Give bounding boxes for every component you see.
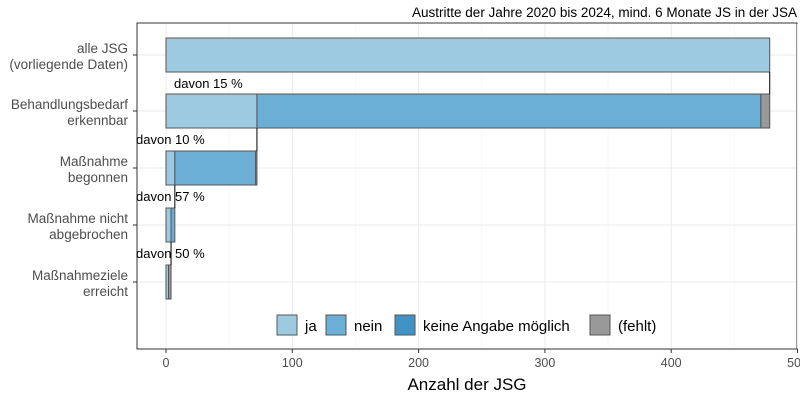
y-tick-label: Maßnahmeziele erreicht bbox=[32, 268, 128, 299]
legend-label: (fehlt) bbox=[618, 318, 656, 335]
bar-nein bbox=[170, 207, 176, 243]
legend-swatch bbox=[394, 314, 416, 336]
legend-swatch bbox=[325, 314, 347, 336]
bar-nein bbox=[256, 93, 762, 129]
legend-label: keine Angabe möglich bbox=[423, 318, 570, 335]
bar-ja bbox=[165, 150, 176, 186]
legend-swatch bbox=[589, 314, 611, 336]
y-tick-label: Behandlungsbedarf erkennbar bbox=[11, 97, 129, 128]
x-tick-label: 300 bbox=[534, 356, 555, 370]
bar-ja bbox=[165, 207, 172, 243]
y-tick-label: Maßnahme begonnen bbox=[60, 154, 128, 185]
bar-ja bbox=[165, 93, 258, 129]
legend-swatch bbox=[276, 314, 298, 336]
annotation-davon: davon 10 % bbox=[136, 132, 205, 147]
legend-label: ja bbox=[304, 318, 317, 335]
x-tick-label: 100 bbox=[282, 356, 303, 370]
x-tick-label: 0 bbox=[163, 356, 170, 370]
x-axis-label: Anzahl der JSG bbox=[407, 375, 526, 394]
annotation-davon: davon 15 % bbox=[174, 76, 243, 91]
chart-title: Austritte der Jahre 2020 bis 2024, mind.… bbox=[412, 5, 797, 20]
plot-panel bbox=[136, 22, 798, 350]
y-tick-label: alle JSG (vorliegende Daten) bbox=[9, 41, 128, 72]
bar--fehlt- bbox=[168, 264, 172, 300]
annotation-davon: davon 57 % bbox=[136, 189, 205, 204]
x-tick-label: 200 bbox=[408, 356, 429, 370]
bar-ja bbox=[165, 37, 771, 73]
x-tick-label: 500 bbox=[787, 356, 800, 370]
annotation-davon: davon 50 % bbox=[136, 246, 205, 261]
x-tick-label: 400 bbox=[661, 356, 682, 370]
legend-label: nein bbox=[354, 318, 382, 335]
bar--fehlt- bbox=[760, 93, 771, 129]
bar--fehlt- bbox=[255, 150, 258, 186]
bar-nein bbox=[174, 150, 257, 186]
y-tick-label: Maßnahme nicht abgebrochen bbox=[27, 211, 128, 242]
